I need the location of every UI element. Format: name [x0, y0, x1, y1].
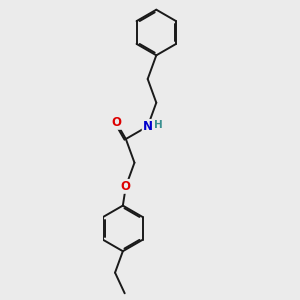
Text: O: O [111, 116, 121, 129]
Text: N: N [143, 120, 153, 133]
Text: O: O [121, 180, 131, 193]
Text: H: H [154, 120, 163, 130]
